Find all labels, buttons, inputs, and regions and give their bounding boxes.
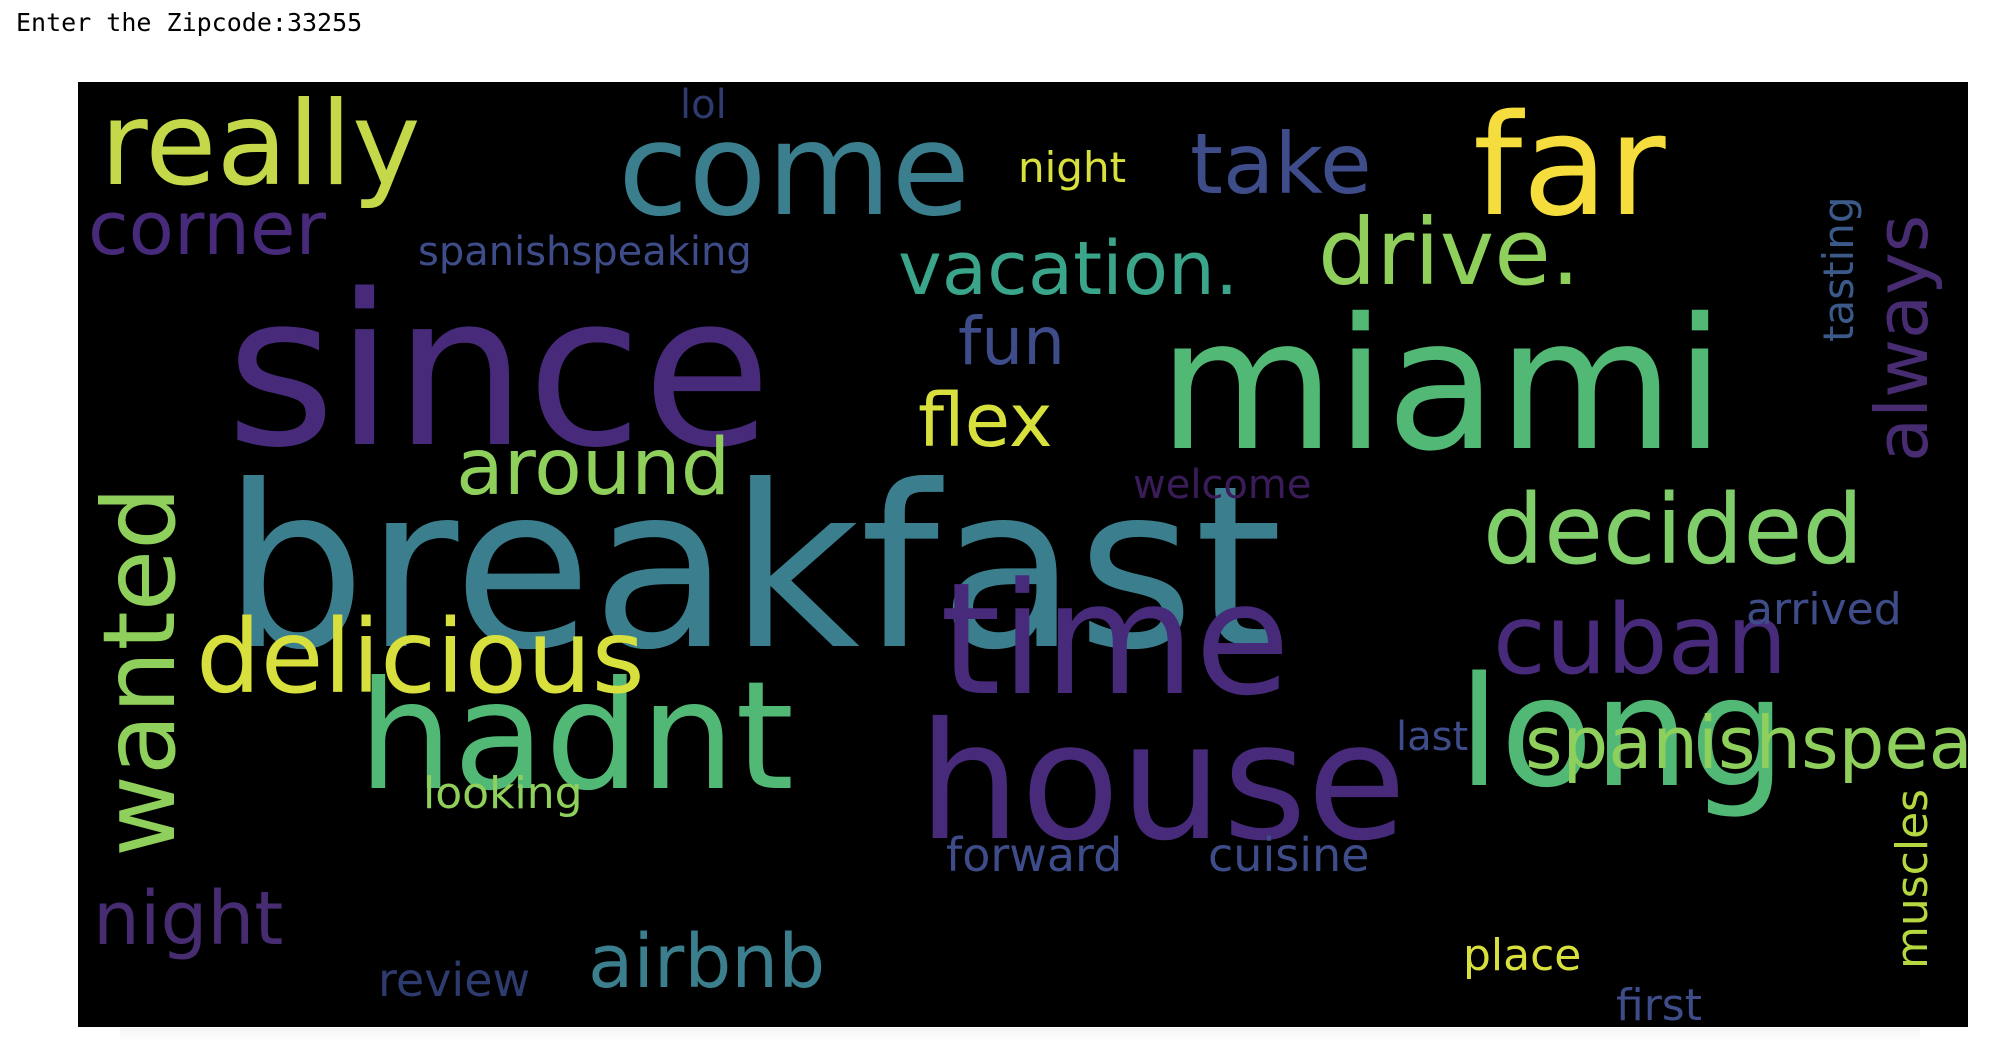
zipcode-prompt: Enter the Zipcode:33255: [16, 8, 362, 37]
word-place: place: [1463, 930, 1582, 981]
word-forward: forward: [946, 828, 1123, 882]
word-night: night: [1018, 143, 1127, 192]
word-stopped: spanishspeaking: [1525, 701, 1968, 785]
word-drive: drive.: [1318, 199, 1581, 306]
word-welcome: welcome: [1133, 462, 1312, 508]
word-cuban: cuban: [1493, 584, 1788, 696]
word-decided: decided: [1483, 474, 1864, 586]
word-cloud-image: since breakfast miami house time hadnt l…: [78, 82, 1968, 1027]
word-last: last: [1396, 714, 1469, 760]
image-bottom-shadow: [120, 1028, 1920, 1042]
word-really: really: [100, 82, 421, 212]
word-hadnt: hadnt: [358, 650, 795, 824]
word-corner: corner: [88, 186, 326, 272]
word-delicious: delicious: [196, 598, 645, 717]
word-vacation: vacation.: [898, 226, 1239, 312]
word-breakfast: breakfast: [223, 438, 1283, 700]
word-come: come: [618, 96, 971, 245]
word-muscles: muscles: [1887, 788, 1938, 969]
word-fun: fun: [958, 303, 1065, 380]
word-long: long: [1458, 644, 1787, 821]
word-around: around: [456, 423, 731, 513]
word-arrived: arrived: [1746, 584, 1902, 635]
word-tasting: tasting: [1814, 196, 1863, 342]
word-far: far: [1473, 85, 1666, 248]
word-airbnb: airbnb: [588, 919, 826, 1005]
word-take: take: [1190, 115, 1372, 213]
word-miami: miami: [1158, 279, 1726, 491]
word-flex: flex: [918, 378, 1053, 464]
word-looking: looking: [423, 768, 583, 819]
word-first: first: [1616, 980, 1702, 1028]
word-wanted: wanted: [81, 486, 198, 857]
zipcode-prompt-label: Enter the Zipcode:: [16, 8, 287, 37]
word-house: house: [918, 689, 1407, 877]
word-right: night: [93, 876, 284, 962]
word-lol: lol: [680, 82, 727, 128]
word-since: since: [226, 249, 772, 494]
word-review: review: [378, 953, 531, 1007]
word-spanishspeaking: spanishspeaking: [418, 229, 752, 275]
word-cuisine: cuisine: [1208, 828, 1370, 882]
word-always: always: [1860, 214, 1944, 462]
zipcode-input-value[interactable]: 33255: [286, 8, 363, 37]
word-time: time: [940, 549, 1291, 730]
